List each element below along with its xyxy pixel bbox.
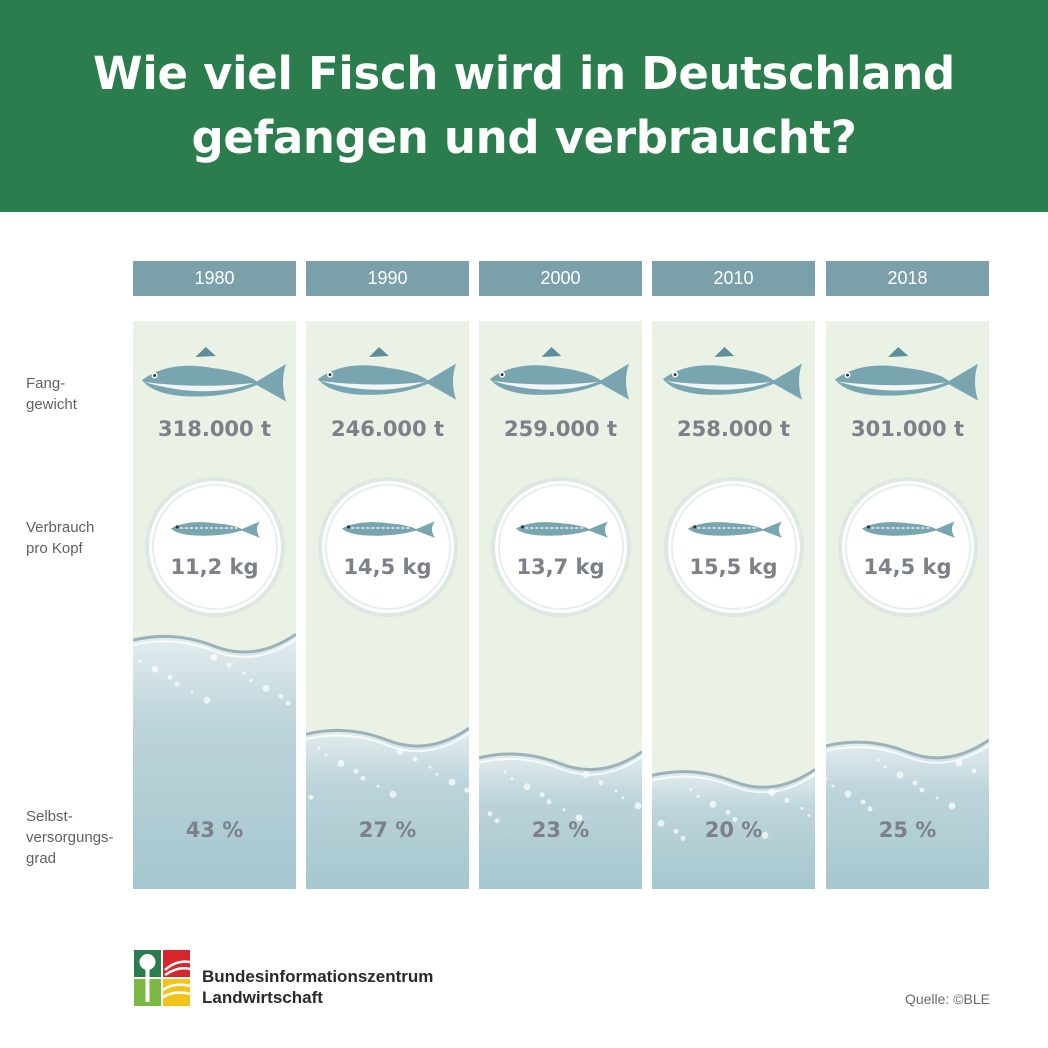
year-column: 246.000 t 14,5 kg 27 %: [306, 321, 469, 889]
consumption-value: 13,7 kg: [516, 555, 605, 579]
catch-value: 301.000 t: [851, 417, 964, 441]
year-column: 301.000 t 14,5 kg 25 %: [826, 321, 989, 889]
fish-icon: [663, 347, 802, 400]
sardine-icon: [687, 521, 782, 538]
consumption-value: 11,2 kg: [170, 555, 259, 579]
page-title-line-1: Wie viel Fisch wird in Deutschland: [93, 47, 955, 100]
catch-value: 258.000 t: [677, 417, 790, 441]
row-label-self-sufficiency: Selbst- versorgungs- grad: [26, 808, 114, 867]
catch-value: 259.000 t: [504, 417, 617, 441]
consumption-circle: 14,5 kg: [317, 477, 458, 617]
row-label-catch: Fang- gewicht: [26, 375, 77, 413]
year-label: 1980: [133, 261, 296, 296]
water-level-bar: [826, 738, 989, 889]
year-label: 2000: [479, 261, 642, 296]
year-label: 2010: [652, 261, 815, 296]
consumption-circle: 14,5 kg: [837, 477, 978, 617]
fish-icon: [141, 347, 286, 402]
consumption-circle: 13,7 kg: [490, 477, 631, 617]
self-sufficiency-value: 23 %: [531, 818, 590, 842]
year-column: 259.000 t 13,7 kg 23 %: [479, 321, 642, 889]
consumption-circle: 11,2 kg: [144, 477, 285, 617]
organization-name-line-1: Bundesinformationszentrum: [202, 967, 434, 986]
consumption-value: 14,5 kg: [343, 555, 432, 579]
sardine-icon: [171, 521, 260, 538]
header-banner: Wie viel Fisch wird in Deutschland gefan…: [0, 0, 1048, 212]
self-sufficiency-value: 25 %: [878, 818, 937, 842]
organization-name-line-2: Landwirtschaft: [202, 988, 323, 1007]
year-column: 318.000 t 11,2 kg 43 %: [133, 321, 296, 889]
self-sufficiency-value: 43 %: [185, 818, 244, 842]
sardine-icon: [515, 521, 608, 538]
catch-value: 318.000 t: [158, 417, 271, 441]
catch-value: 246.000 t: [331, 417, 444, 441]
water-level-bar: [479, 750, 642, 889]
year-label: 1990: [306, 261, 469, 296]
year-column: 258.000 t 15,5 kg 20 %: [652, 321, 815, 889]
fish-icon: [490, 347, 629, 400]
self-sufficiency-value: 20 %: [704, 818, 763, 842]
row-label-consumption: Verbrauch pro Kopf: [26, 519, 95, 557]
self-sufficiency-value: 27 %: [358, 818, 417, 842]
fish-icon: [317, 347, 456, 400]
fish-icon: [835, 347, 978, 401]
sardine-icon: [862, 521, 955, 538]
bzl-logo-icon: [134, 950, 190, 1006]
year-label: 2018: [826, 261, 989, 296]
water-level-bar: [652, 768, 815, 889]
consumption-value: 15,5 kg: [689, 555, 778, 579]
page-title-line-2: gefangen und verbraucht?: [191, 111, 857, 164]
consumption-value: 14,5 kg: [863, 555, 952, 579]
water-level-bar: [133, 632, 296, 889]
organization-name: Bundesinformationszentrum Landwirtschaft: [202, 966, 433, 1008]
consumption-circle: 15,5 kg: [663, 477, 804, 617]
source-note: Quelle: ©BLE: [904, 991, 990, 1007]
sardine-icon: [342, 521, 435, 538]
water-level-bar: [306, 727, 469, 889]
